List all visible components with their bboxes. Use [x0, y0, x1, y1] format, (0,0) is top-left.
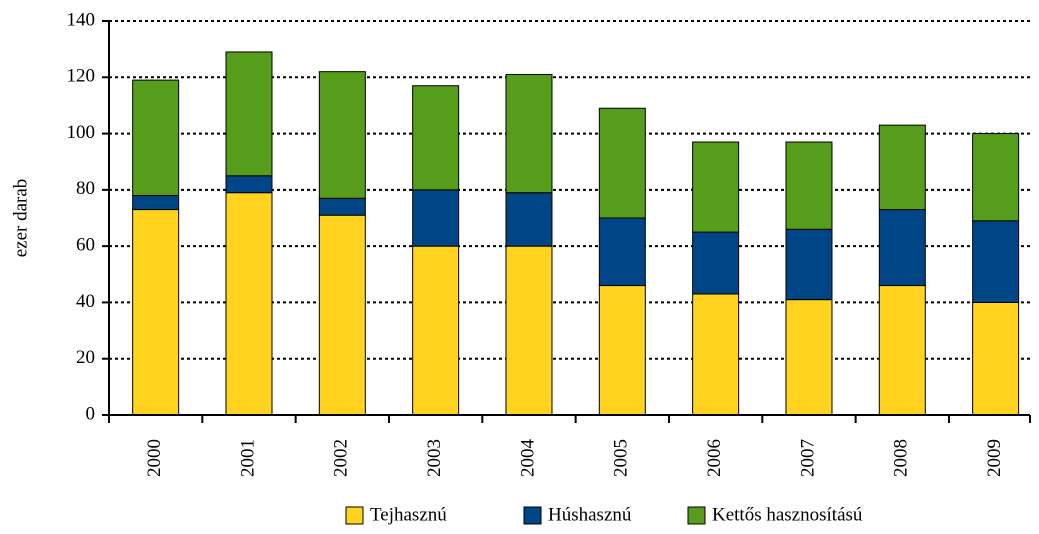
legend-label: Tejhasznú [370, 504, 447, 525]
bar-segment [225, 175, 273, 194]
bar-segment [412, 85, 460, 191]
bar-segment [692, 231, 740, 295]
bar-segment [878, 124, 926, 211]
x-tick-label: 2007 [797, 439, 818, 477]
bar-segment [598, 107, 646, 219]
y-tick-label: 60 [76, 235, 95, 256]
legend-swatch [687, 506, 706, 525]
x-tick-label: 2005 [611, 439, 632, 477]
y-tick-label: 0 [86, 403, 96, 424]
bar-segment [972, 220, 1020, 303]
bar-segment [318, 214, 366, 416]
x-tick-label: 2004 [517, 439, 538, 478]
x-tick-label: 2006 [704, 439, 725, 477]
x-tick-label: 2003 [424, 439, 445, 477]
y-axis-label: ezer darab [10, 179, 31, 258]
y-tick-label: 140 [67, 9, 96, 30]
bar-segment [972, 301, 1020, 416]
bar-segment [505, 245, 553, 416]
bar-segment [225, 192, 273, 416]
bar-segment [878, 285, 926, 416]
bar-segment [505, 192, 553, 247]
bar-segment [412, 245, 460, 416]
bar-segment [598, 217, 646, 287]
bar-segment [785, 299, 833, 416]
bar-segment [318, 197, 366, 216]
bar-segment [132, 79, 180, 196]
bar-segment [785, 141, 833, 230]
x-tick-label: 2008 [891, 439, 912, 477]
bar-segment [225, 51, 273, 177]
x-tick-label: 2002 [331, 439, 352, 477]
legend-label: Kettős hasznosítású [712, 504, 863, 525]
x-tick-label: 2001 [237, 439, 258, 477]
y-tick-label: 20 [76, 347, 95, 368]
bar-segment [318, 71, 366, 199]
bar-segment [972, 133, 1020, 222]
bar-segment [878, 209, 926, 287]
legend-swatch [523, 506, 542, 525]
legend-label: Húshasznú [548, 504, 632, 525]
y-tick-label: 40 [76, 291, 95, 312]
legend-swatch [345, 506, 364, 525]
x-tick-label: 2000 [144, 439, 165, 477]
y-tick-label: 80 [76, 178, 95, 199]
bar-segment [132, 194, 180, 211]
bar-segment [692, 293, 740, 416]
bar-segment [785, 228, 833, 301]
x-tick-label: 2009 [984, 439, 1005, 477]
bar-segment [412, 189, 460, 247]
bar-segment [598, 285, 646, 416]
bar-segment [505, 73, 553, 194]
bar-segment [132, 209, 180, 416]
y-tick-label: 120 [67, 66, 96, 87]
y-tick-label: 100 [67, 122, 96, 143]
bar-segment [692, 141, 740, 233]
